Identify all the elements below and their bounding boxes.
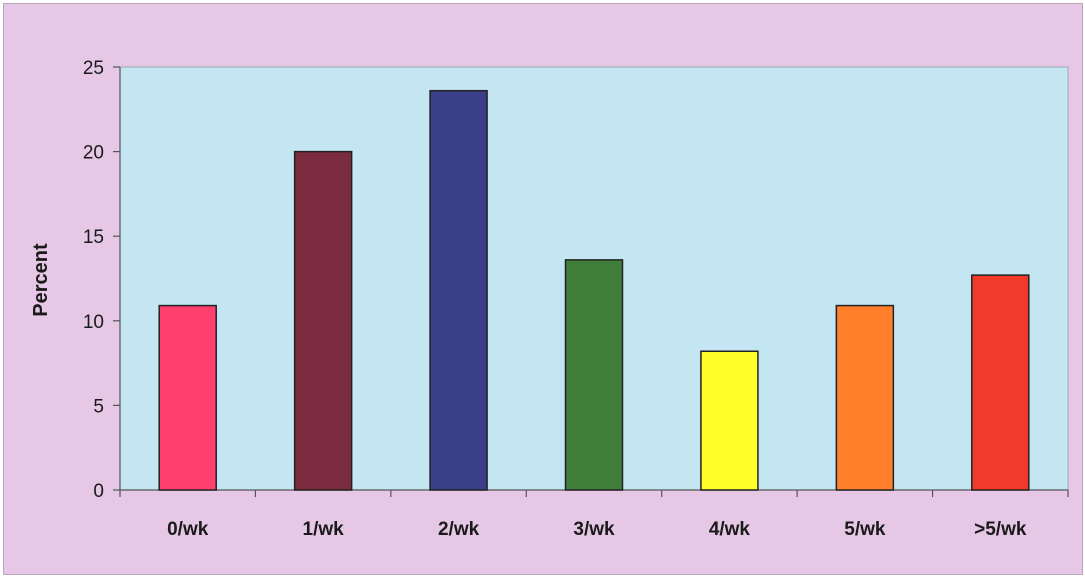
y-axis: 0 5 10 15 20 25: [83, 58, 121, 502]
bars: [158, 89, 1030, 491]
y-axis-title: Percent: [30, 243, 52, 317]
x-tick-label: 4/wk: [709, 519, 751, 540]
x-tick-label: 5/wk: [844, 519, 886, 540]
bar: [835, 304, 895, 491]
x-tick-label: 1/wk: [303, 519, 345, 540]
bar: [700, 350, 759, 491]
bar: [971, 274, 1030, 491]
bar: [158, 304, 217, 491]
y-tick-label: 15: [83, 227, 104, 248]
y-tick-label: 10: [83, 312, 104, 333]
x-tick-label: 0/wk: [167, 519, 209, 540]
x-tick-label: 3/wk: [573, 519, 615, 540]
y-tick-label: 0: [93, 481, 104, 502]
y-tick-label: 25: [83, 58, 104, 79]
y-tick-label: 20: [83, 143, 104, 164]
bar: [429, 89, 488, 491]
x-tick-label: 2/wk: [438, 519, 480, 540]
bar: [564, 259, 624, 491]
y-tick-label: 5: [93, 396, 104, 417]
bar: [293, 150, 353, 491]
x-tick-label: >5/wk: [974, 519, 1027, 540]
x-axis: 0/wk 1/wk 2/wk 3/wk 4/wk 5/wk >5/wk: [119, 489, 1069, 540]
